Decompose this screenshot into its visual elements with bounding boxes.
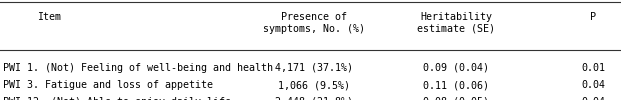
Text: 0.11 (0.06): 0.11 (0.06): [424, 80, 489, 90]
Text: 0.04: 0.04: [581, 97, 605, 100]
Text: 2,448 (21.8%): 2,448 (21.8%): [274, 97, 353, 100]
Text: 0.04: 0.04: [581, 80, 605, 90]
Text: 0.01: 0.01: [581, 63, 605, 73]
Text: PWI 12. (Not) Able to enjoy daily life: PWI 12. (Not) Able to enjoy daily life: [3, 97, 231, 100]
Text: P: P: [590, 12, 596, 22]
Text: 4,171 (37.1%): 4,171 (37.1%): [274, 63, 353, 73]
Text: Heritability
estimate (SE): Heritability estimate (SE): [417, 12, 496, 34]
Text: Presence of
symptoms, No. (%): Presence of symptoms, No. (%): [263, 12, 365, 34]
Text: Item: Item: [37, 12, 61, 22]
Text: 0.08 (0.05): 0.08 (0.05): [424, 97, 489, 100]
Text: 1,066 (9.5%): 1,066 (9.5%): [278, 80, 350, 90]
Text: PWI 1. (Not) Feeling of well-being and health: PWI 1. (Not) Feeling of well-being and h…: [3, 63, 273, 73]
Text: 0.09 (0.04): 0.09 (0.04): [424, 63, 489, 73]
Text: PWI 3. Fatigue and loss of appetite: PWI 3. Fatigue and loss of appetite: [3, 80, 213, 90]
